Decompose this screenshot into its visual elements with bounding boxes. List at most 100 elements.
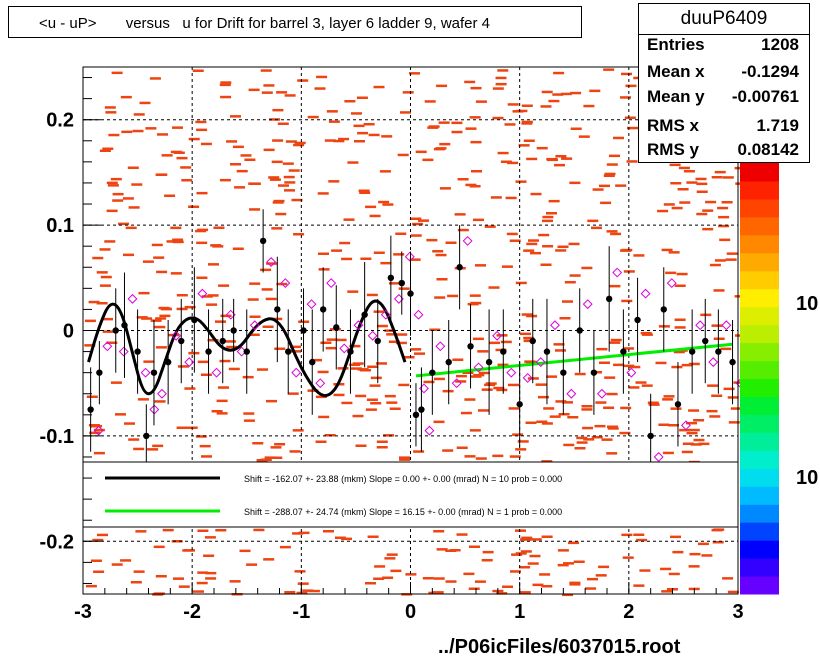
hist-bin bbox=[376, 362, 387, 365]
hist-bin bbox=[635, 381, 647, 384]
profile-point bbox=[112, 327, 119, 334]
hist-bin bbox=[543, 407, 555, 410]
hist-bin bbox=[215, 529, 227, 532]
hist-bin bbox=[102, 317, 113, 321]
hist-bin bbox=[600, 201, 612, 205]
hist-bin bbox=[718, 215, 730, 219]
hist-bin bbox=[492, 454, 504, 458]
hist-bin bbox=[100, 275, 112, 279]
hist-bin bbox=[157, 133, 168, 136]
hist-bin bbox=[625, 84, 637, 88]
hist-bin bbox=[554, 163, 565, 167]
hist-bin bbox=[515, 529, 526, 532]
hist-bin bbox=[234, 186, 246, 189]
hist-bin bbox=[181, 179, 193, 182]
hist-bin bbox=[469, 116, 481, 119]
hist-bin bbox=[289, 345, 301, 349]
hist-bin bbox=[538, 395, 549, 399]
hist-bin bbox=[284, 591, 296, 594]
hist-bin bbox=[527, 377, 539, 380]
hist-bin bbox=[265, 297, 277, 301]
hist-bin bbox=[520, 538, 531, 541]
hist-bin bbox=[302, 589, 314, 592]
hist-bin bbox=[326, 110, 338, 113]
hist-bin bbox=[714, 259, 726, 262]
hist-bin bbox=[331, 249, 343, 252]
y-tick-label: 0.1 bbox=[46, 215, 74, 237]
profile-point bbox=[150, 369, 158, 376]
hist-bin bbox=[414, 352, 425, 355]
hist-bin bbox=[620, 96, 631, 99]
hist-bin bbox=[682, 442, 694, 445]
hist-bin bbox=[496, 592, 508, 595]
hist-bin bbox=[93, 428, 105, 432]
hist-bin bbox=[147, 448, 159, 451]
hist-bin bbox=[662, 398, 674, 401]
open-diamond-marker bbox=[413, 309, 424, 320]
hist-bin bbox=[698, 442, 710, 446]
hist-bin bbox=[188, 205, 200, 208]
hist-bin bbox=[519, 566, 531, 569]
hist-bin bbox=[686, 421, 697, 425]
x-tick-label: -3 bbox=[74, 601, 92, 623]
hist-bin bbox=[264, 456, 276, 459]
hist-bin bbox=[228, 367, 240, 371]
stats-row-meany: Mean y -0.00761 bbox=[647, 87, 799, 109]
profile-point bbox=[96, 369, 103, 376]
hist-bin bbox=[293, 233, 305, 236]
hist-bin bbox=[102, 330, 114, 333]
hist-bin bbox=[539, 573, 551, 576]
hist-bin bbox=[355, 444, 367, 447]
hist-bin bbox=[610, 338, 622, 342]
hist-bin bbox=[523, 139, 535, 142]
hist-bin bbox=[386, 553, 398, 556]
hist-bin bbox=[723, 387, 735, 391]
hist-bin bbox=[678, 166, 690, 170]
hist-bin bbox=[200, 373, 212, 376]
hist-bin bbox=[622, 556, 634, 559]
open-diamond-marker bbox=[353, 320, 364, 331]
hist-bin bbox=[232, 247, 244, 250]
hist-bin bbox=[435, 147, 447, 150]
hist-bin bbox=[376, 440, 388, 443]
open-diamond-marker bbox=[506, 367, 517, 378]
hist-bin bbox=[500, 340, 512, 344]
hist-bin bbox=[318, 415, 330, 419]
hist-bin bbox=[249, 282, 261, 285]
hist-bin bbox=[470, 375, 482, 378]
hist-bin bbox=[317, 192, 329, 195]
profile-point bbox=[729, 358, 736, 366]
hist-bin bbox=[460, 411, 472, 415]
hist-bin bbox=[115, 413, 126, 416]
hist-bin bbox=[527, 562, 539, 565]
x-tick-label: 1 bbox=[514, 601, 525, 623]
hist-bin bbox=[308, 589, 320, 593]
profile-point bbox=[412, 411, 420, 419]
hist-bin bbox=[88, 300, 100, 304]
hist-bin bbox=[721, 201, 733, 204]
hist-bin bbox=[402, 91, 414, 94]
hist-bin bbox=[253, 528, 265, 532]
profile-point bbox=[178, 337, 185, 345]
stats-histogram-name: duuP6409 bbox=[680, 8, 768, 29]
hist-bin bbox=[356, 96, 368, 99]
hist-bin bbox=[668, 572, 680, 576]
colorbar-cell bbox=[740, 378, 779, 397]
hist-bin bbox=[128, 438, 140, 441]
hist-bin bbox=[469, 545, 480, 548]
x-tick-label: 2 bbox=[623, 601, 634, 623]
hist-bin bbox=[473, 373, 485, 377]
hist-bin bbox=[284, 94, 296, 97]
hist-bin bbox=[278, 184, 289, 187]
hist-bin bbox=[120, 95, 132, 99]
hist-bin bbox=[151, 243, 163, 247]
open-diamond-marker bbox=[291, 367, 302, 378]
hist-bin bbox=[719, 238, 731, 242]
hist-bin bbox=[232, 145, 244, 149]
hist-bin bbox=[470, 301, 482, 305]
fit-layer bbox=[87, 299, 733, 398]
hist-bin bbox=[454, 213, 466, 216]
hist-bin bbox=[521, 536, 533, 540]
stats-value-rmsy: 0.08142 bbox=[737, 140, 799, 159]
stats-label-meany: Mean y bbox=[647, 87, 705, 106]
